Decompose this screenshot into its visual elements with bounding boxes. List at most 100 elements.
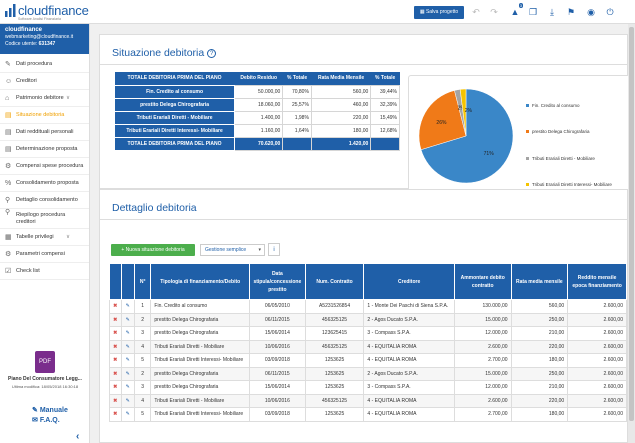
tags-icon[interactable]: ⚑ <box>566 7 576 17</box>
pie-slice[interactable] <box>420 88 514 184</box>
pie-slice-label: 2% <box>465 108 473 114</box>
save-project-button[interactable]: ▦ Salva progetto <box>414 6 464 19</box>
det-header[interactable]: Num. Contratto <box>304 263 365 300</box>
pdf-icon: PDF <box>35 351 55 373</box>
edit-icon[interactable]: ✎ <box>120 407 135 422</box>
manual-link[interactable]: ✎ Manuale <box>32 406 68 414</box>
table-row: Tributi Erariali Diretti Interessi- Mobi… <box>113 123 400 138</box>
chevron-down-icon: ▾ <box>258 247 261 253</box>
delete-icon[interactable]: ✖ <box>109 353 122 368</box>
pdf-document[interactable]: PDF Piano Del Consumatore Legg... Ultima… <box>0 351 90 389</box>
sidebar-item-6[interactable]: ⚙ Compensi spese procedura <box>0 158 89 175</box>
edit-icon[interactable]: ✎ <box>120 326 135 341</box>
table-cell: prestito Delega Chirografaria <box>150 366 251 381</box>
table-cell: 06/05/2010 <box>249 299 306 314</box>
table-cell: 250,00 <box>510 312 569 327</box>
delete-icon[interactable]: ✖ <box>109 312 122 327</box>
table-cell: 4 - EQUITALIA ROMA <box>363 353 455 368</box>
sidebar-item-4[interactable]: ▤ Dati reddituali personali <box>0 124 89 141</box>
situazione-title-text: Situazione debitoria <box>112 47 205 59</box>
table-row: ✖ ✎ 1 Fin. Credito al consumo 06/05/2010 A523… <box>109 299 627 314</box>
sidebar-item-10[interactable]: ▦ Tabelle privilegi ∨ <box>0 229 89 246</box>
logo[interactable]: cloudfinance Software Analisi Finanziari… <box>5 2 95 22</box>
sidebar-item-label: Tabelle privilegi <box>16 234 54 240</box>
pencil-icon: ✎ <box>5 61 11 68</box>
delete-icon[interactable]: ✖ <box>109 299 122 314</box>
table-cell: 3 <box>133 326 152 341</box>
table-cell: 2 <box>133 312 152 327</box>
table-cell: 12.000,00 <box>453 380 512 395</box>
edit-icon[interactable]: ✎ <box>120 299 135 314</box>
delete-icon[interactable]: ✖ <box>109 366 122 381</box>
sidebar-item-label: Compensi spese procedura <box>16 163 84 169</box>
table-cell: 2.600,00 <box>453 339 512 354</box>
det-header[interactable]: N° <box>133 263 152 300</box>
delete-icon[interactable]: ✖ <box>109 380 122 395</box>
table-row: ✖ ✎ 4 Tributi Erariali Diretti - Mobiliare 1… <box>109 339 627 354</box>
table-cell: 210,00 <box>510 326 569 341</box>
edit-icon[interactable]: ✎ <box>120 366 135 381</box>
det-header[interactable]: Tipologia di finanziamento/Debito <box>150 263 251 300</box>
info-icon[interactable]: i <box>268 243 280 256</box>
sidebar-item-12[interactable]: ☑ Check list <box>0 263 89 280</box>
legend-item: Tributi Erariali Diretti Interessi- Mobi… <box>526 182 612 187</box>
edit-icon[interactable]: ✎ <box>120 339 135 354</box>
faq-link[interactable]: ✉ F.A.Q. <box>32 416 60 424</box>
det-header[interactable]: Rata media mensile <box>510 263 569 300</box>
table-cell: 2.600,00 <box>567 299 627 314</box>
dettaglio-title: Dettaglio debitoria <box>100 190 627 220</box>
undo-icon[interactable]: ↶ <box>472 7 480 17</box>
det-header[interactable]: Ammontare debito contratto <box>453 263 512 300</box>
legend-item: prestito Delega Chirografaria <box>526 129 590 134</box>
download-icon[interactable]: ⤓ <box>550 7 554 17</box>
sidebar-item-11[interactable]: ⚙ Parametri compensi <box>0 246 89 263</box>
delete-icon[interactable]: ✖ <box>109 393 122 408</box>
redo-icon[interactable]: ↷ <box>490 7 498 17</box>
sidebar-item-7[interactable]: % Consolidamento proposta <box>0 175 89 192</box>
table-cell: 3 <box>133 380 152 395</box>
new-debt-button[interactable]: + Nuova situazione debitoria <box>111 244 195 256</box>
management-select[interactable]: Gestione semplice ▾ <box>200 244 265 256</box>
det-header[interactable]: Creditore <box>363 263 455 300</box>
edit-icon[interactable]: ✎ <box>120 393 135 408</box>
chevron-down-icon: ∨ <box>66 95 71 101</box>
edit-icon[interactable]: ✎ <box>120 353 135 368</box>
collapse-sidebar-icon[interactable]: ‹ <box>76 431 80 442</box>
delete-icon[interactable]: ✖ <box>109 326 122 341</box>
table-cell: 1253625 <box>304 366 365 381</box>
delete-icon[interactable]: ✖ <box>109 407 122 422</box>
pie-slice[interactable] <box>459 88 467 137</box>
det-header[interactable]: Data stipula/concessione prestito <box>249 263 306 300</box>
user-icon: ☺ <box>5 78 13 85</box>
sidebar-item-1[interactable]: ☺ Creditori <box>0 73 89 90</box>
scrollbar-thumb[interactable] <box>629 27 634 421</box>
manual-label: Manuale <box>39 407 68 414</box>
sidebar-item-8[interactable]: ⚲ Dettaglio consolidamento <box>0 192 89 209</box>
sidebar-item-0[interactable]: ✎ Dati procedura <box>0 56 89 73</box>
help-circle-icon[interactable]: ◉ <box>587 7 595 17</box>
pie-slice[interactable] <box>418 90 467 150</box>
table-cell: 03/09/2018 <box>249 407 306 422</box>
sidebar-item-5[interactable]: ▤ Determinazione proposta <box>0 141 89 158</box>
delete-icon[interactable]: ✖ <box>109 339 122 354</box>
table-cell: 5 <box>133 407 152 422</box>
alert-icon[interactable]: ▲ 3 <box>510 3 523 17</box>
table-cell: 220,00 <box>510 339 569 354</box>
table-cell: prestito Delega Chirografaria <box>150 380 251 395</box>
table-cell: A5231526854 <box>304 299 365 314</box>
sidebar-item-2[interactable]: ⌂ Patrimonio debitore ∨ <box>0 90 89 107</box>
det-header[interactable]: Reddito mensile epoca finanziamento <box>567 263 627 300</box>
copy-icon[interactable]: ❐ <box>528 7 538 17</box>
power-icon[interactable]: ⏻ <box>606 7 614 17</box>
table-cell: 180,00 <box>510 353 569 368</box>
sidebar-item-label: Situazione debitoria <box>16 112 65 118</box>
pie-slice-label: 71% <box>484 151 495 157</box>
vertical-scrollbar[interactable] <box>628 24 635 443</box>
sidebar-item-9[interactable]: ⚲ Riepilogo procedura creditori <box>0 209 89 229</box>
question-icon[interactable]: ? <box>207 49 217 58</box>
edit-icon[interactable]: ✎ <box>120 380 135 395</box>
sidebar-item-3[interactable]: ▤ Situazione debitoria <box>0 107 89 124</box>
table-cell: 1.160,00 <box>234 123 284 138</box>
pie-slice-label: 26% <box>436 120 447 126</box>
edit-icon[interactable]: ✎ <box>120 312 135 327</box>
